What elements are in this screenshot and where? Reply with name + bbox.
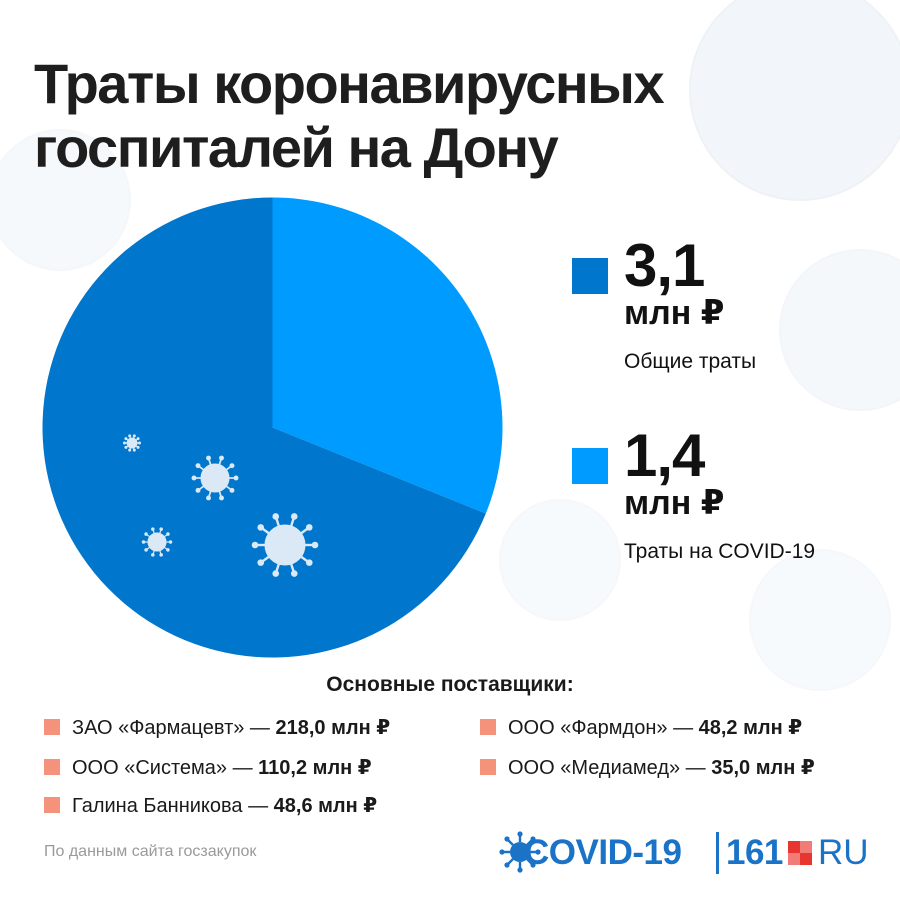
pie-virus-icon [191,455,239,501]
supplier-amount: 35,0 млн ₽ [711,757,815,779]
legend-value-total: 3,1 [624,232,705,299]
brand-logo: COVID-19 161 RU [498,828,869,878]
legend-value-covid: 1,4 [624,422,705,489]
supplier-name: Галина Банникова — [72,795,274,817]
supplier-name: ООО «Медиамед» — [508,757,712,779]
supplier-item: ООО «Медиамед» — 35,0 млн ₽ [480,756,815,780]
supplier-item: ООО «Система» — 110,2 млн ₽ [44,756,372,780]
supplier-item: ООО «Фармдон» — 48,2 млн ₽ [480,716,802,740]
pie-chart [42,197,503,658]
supplier-bullet [480,759,496,775]
pie-slice-covid [272,197,503,514]
suppliers-heading: Основные поставщики: [326,673,574,696]
supplier-amount: 48,2 млн ₽ [698,717,803,739]
virus-icon [499,831,541,873]
legend-swatch-covid [572,448,608,484]
supplier-name: ЗАО «Фармацевт» — [72,717,276,739]
brand-separator [716,832,719,874]
supplier-bullet [44,759,60,775]
supplier-bullet [44,797,60,813]
supplier-amount: 48,6 млн ₽ [273,795,378,817]
supplier-bullet [44,719,60,735]
supplier-bullet [480,719,496,735]
legend-label-covid: Траты на COVID-19 [624,540,816,563]
brand-red-square-icon [788,841,812,865]
pie-virus-icon [123,434,141,452]
brand-site-suffix: RU [818,833,869,872]
title-line-2: госпиталей на Дону [34,116,559,179]
pie-virus-icon [141,527,173,557]
legend-swatch-total [572,258,608,294]
supplier-item: ЗАО «Фармацевт» — 218,0 млн ₽ [44,716,390,740]
brand-site-number: 161 [726,833,783,872]
brand-covid-text: COVID-19 [524,833,682,872]
supplier-amount: 218,0 млн ₽ [275,717,391,739]
pie-virus-icon [251,513,319,577]
legend-item-total: 3,1 млн ₽ Общие траты [572,228,872,378]
supplier-name: ООО «Система» — [72,757,259,779]
supplier-amount: 110,2 млн ₽ [258,757,372,779]
supplier-item: Галина Банникова — 48,6 млн ₽ [44,794,377,818]
supplier-name: ООО «Фармдон» — [508,717,699,739]
legend-item-covid: 1,4 млн ₽ Траты на COVID-19 [572,418,872,568]
legend-unit-covid: млн ₽ [624,484,725,522]
page-title: Траты коронавирусных госпиталей на Дону [34,52,754,180]
title-line-1: Траты коронавирусных [34,52,665,115]
legend-unit-total: млн ₽ [624,294,725,332]
legend-label-total: Общие траты [624,350,757,373]
source-note: По данным сайта госзакупок [44,843,257,860]
